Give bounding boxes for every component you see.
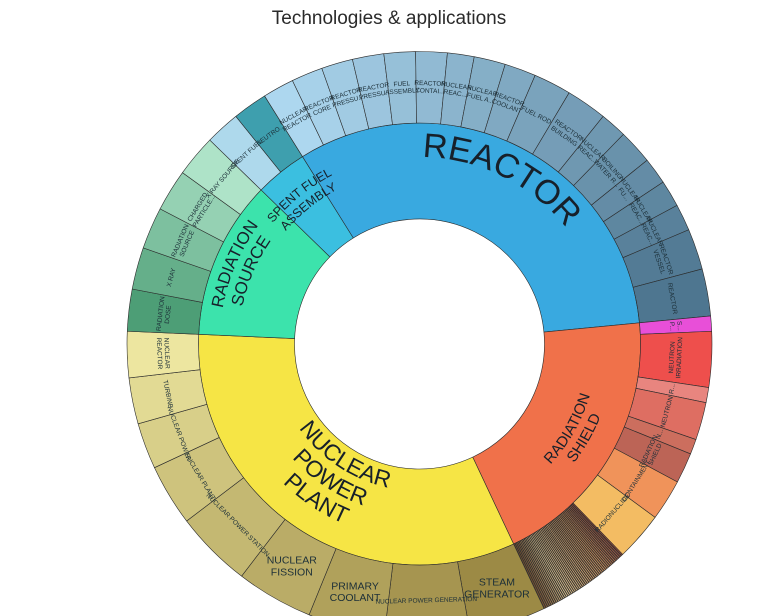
svg-text:S...: S... xyxy=(675,321,683,331)
svg-text:STEAM: STEAM xyxy=(479,577,515,589)
svg-text:NUCLEAR: NUCLEAR xyxy=(267,555,318,567)
svg-text:REACTOR: REACTOR xyxy=(155,338,163,370)
svg-text:FISSION: FISSION xyxy=(271,566,313,578)
svg-text:COOLANT: COOLANT xyxy=(330,592,381,604)
svg-text:PRIMARY: PRIMARY xyxy=(331,580,379,592)
svg-text:CONTAI...: CONTAI... xyxy=(415,87,445,95)
svg-text:P...: P... xyxy=(668,322,676,332)
